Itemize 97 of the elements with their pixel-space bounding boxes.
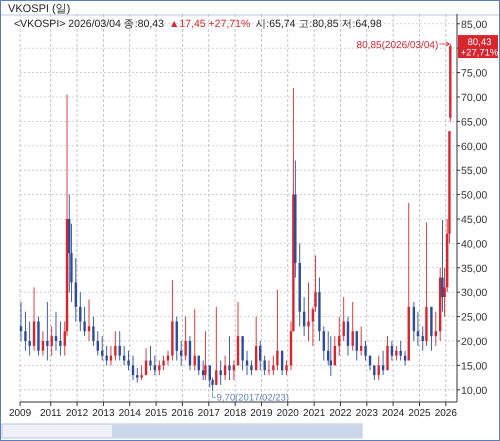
candlestick xyxy=(46,302,49,361)
candlestick xyxy=(140,364,143,380)
candlestick xyxy=(272,355,275,376)
y-tick-label: 10,00 xyxy=(461,384,488,397)
candlestick xyxy=(302,296,306,337)
candlestick xyxy=(198,355,200,376)
y-tick-label: 40,00 xyxy=(461,238,488,250)
candlestick xyxy=(338,316,340,356)
candlestick xyxy=(92,316,95,346)
x-tick-label: 2017 xyxy=(198,408,220,419)
candlestick xyxy=(441,220,444,312)
candlestick xyxy=(263,355,266,376)
x-tick-label: 2012 xyxy=(66,408,89,419)
x-tick-label: 2022 xyxy=(329,408,352,419)
candlestick xyxy=(250,360,253,376)
candlestick xyxy=(434,311,437,346)
annotation: 80,85(2026/03/04) xyxy=(356,40,438,52)
candlestick xyxy=(158,360,161,376)
candlestick xyxy=(110,345,112,366)
y-tick-label: 70,00 xyxy=(461,92,488,104)
y-tick-label: 50,00 xyxy=(461,190,488,202)
x-tick-label: 2013 xyxy=(92,408,115,419)
y-tick-label: 45,00 xyxy=(461,214,488,226)
y-tick-label: 20,00 xyxy=(461,336,488,348)
y-tick-label: 60,00 xyxy=(461,140,488,153)
candlestick xyxy=(404,350,406,366)
candlestick xyxy=(416,311,420,346)
candlestick xyxy=(42,330,44,356)
x-tick-label: 2025 xyxy=(408,408,432,419)
y-tick-label: 85,00 xyxy=(461,18,488,31)
candlestick xyxy=(334,336,336,366)
candlestick xyxy=(373,364,376,380)
candlestick xyxy=(215,306,218,386)
annotation: 시:65,74 고:80,85 저:64,98 xyxy=(255,18,382,30)
y-tick-label: 35,00 xyxy=(461,262,488,275)
x-tick-label: 2019 xyxy=(250,408,273,419)
candlestick xyxy=(276,289,279,371)
candlestick xyxy=(219,360,222,386)
chart-subtitle: <VKOSPI> 2026/03/04 종:80,43 xyxy=(14,18,164,30)
candlestick xyxy=(232,360,236,380)
candlestick xyxy=(101,336,104,361)
candlestick xyxy=(422,326,424,352)
candlestick xyxy=(208,364,211,388)
x-tick-label: 2026 xyxy=(434,408,458,419)
x-tick-label: 2024 xyxy=(382,408,405,419)
candlestick xyxy=(24,311,27,352)
candlestick xyxy=(28,321,31,356)
annotation: ▲17,45 +27,71% xyxy=(168,18,250,30)
x-tick-label: 2009 xyxy=(8,408,32,419)
candlestick xyxy=(162,355,165,371)
candlestick xyxy=(118,330,121,361)
y-tick-label: 30,00 xyxy=(461,287,488,300)
x-tick-label: 2016 xyxy=(171,408,194,419)
candlestick xyxy=(377,355,380,380)
candlestick xyxy=(382,350,384,376)
x-tick-label: 2015 xyxy=(144,408,168,419)
candlestick xyxy=(59,321,62,356)
x-tick-label: 2014 xyxy=(118,408,142,419)
y-tick-label: 65,00 xyxy=(461,116,488,128)
candlestick xyxy=(114,330,117,361)
candlestick xyxy=(105,345,108,366)
candlestick xyxy=(259,340,262,371)
y-tick-label: 15,00 xyxy=(461,360,488,372)
y-tick-label: 75,00 xyxy=(461,68,488,80)
candlestick xyxy=(184,316,187,361)
candlestick xyxy=(204,330,207,380)
candlestick xyxy=(390,340,394,361)
x-tick-label: 2023 xyxy=(356,408,378,419)
annotation: 9,70(2017/02/23) xyxy=(216,392,289,404)
candlestick xyxy=(154,355,156,376)
candlestick xyxy=(136,367,138,383)
candlestick xyxy=(194,308,196,371)
candlestick xyxy=(96,330,100,356)
candlestick xyxy=(83,306,86,337)
y-tick-label: 25,00 xyxy=(461,312,488,324)
x-tick-label: 2011 xyxy=(40,408,62,419)
candlestick xyxy=(224,355,226,380)
candlestick xyxy=(360,326,362,356)
candlestick xyxy=(79,292,82,332)
chart-title: VKOSPI (일) xyxy=(8,3,70,15)
x-tick-label: 2018 xyxy=(224,408,247,419)
x-tick-label: 2020 xyxy=(276,408,300,419)
price-tag: 80,43 +27,71% xyxy=(458,35,498,59)
candlestick xyxy=(180,340,182,366)
candlestick xyxy=(399,340,402,361)
candlestick xyxy=(395,345,398,361)
candlestick xyxy=(352,302,354,352)
candlestick xyxy=(364,340,367,361)
candlestick xyxy=(280,350,284,376)
candlestick xyxy=(144,348,148,376)
candlestick xyxy=(322,326,326,361)
candlestick xyxy=(342,296,345,342)
x-tick-label: 2021 xyxy=(303,408,326,419)
y-tick-label: 55,00 xyxy=(461,165,488,178)
candlestick xyxy=(122,345,126,366)
candlestick xyxy=(50,326,53,356)
candlestick xyxy=(356,330,358,361)
